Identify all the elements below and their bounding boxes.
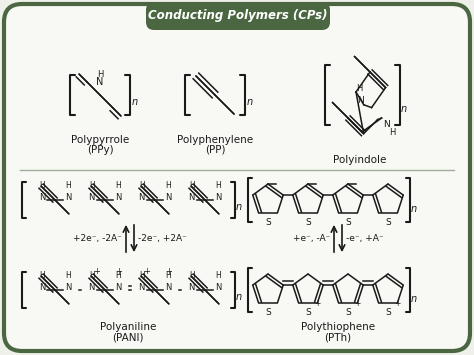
Text: N: N: [89, 193, 95, 202]
Text: N: N: [65, 284, 72, 293]
Text: S: S: [305, 308, 311, 317]
Text: +: +: [165, 267, 172, 276]
Text: -2e⁻, +2A⁻: -2e⁻, +2A⁻: [138, 234, 187, 243]
FancyBboxPatch shape: [146, 2, 330, 30]
FancyBboxPatch shape: [4, 4, 470, 351]
Text: Polyphenylene: Polyphenylene: [177, 135, 253, 145]
Text: H: H: [215, 181, 221, 190]
Text: S: S: [265, 218, 271, 227]
Text: S: S: [385, 218, 391, 227]
Text: Polythiophene: Polythiophene: [301, 322, 375, 332]
Text: N: N: [115, 284, 121, 293]
Text: Polyindole: Polyindole: [333, 155, 387, 165]
Text: n: n: [247, 97, 253, 107]
Text: -e⁻, +A⁻: -e⁻, +A⁻: [346, 234, 383, 243]
Text: N: N: [189, 193, 195, 202]
Text: N: N: [165, 284, 172, 293]
Text: (PPy): (PPy): [87, 145, 113, 155]
Text: H: H: [65, 271, 71, 280]
Text: H: H: [139, 181, 145, 190]
Text: N: N: [138, 284, 145, 293]
Text: S: S: [305, 218, 311, 227]
Text: (PANI): (PANI): [112, 332, 144, 342]
Text: H: H: [139, 271, 145, 280]
Text: (PTh): (PTh): [324, 332, 352, 342]
Text: H: H: [215, 271, 221, 280]
Text: n: n: [236, 292, 242, 302]
Text: +: +: [144, 267, 150, 276]
Text: N: N: [89, 284, 95, 293]
Text: S: S: [345, 308, 351, 317]
Text: +: +: [314, 300, 320, 308]
Text: Conducting Polymers (CPs): Conducting Polymers (CPs): [148, 10, 328, 22]
Text: n: n: [401, 104, 407, 114]
Text: n: n: [411, 204, 417, 214]
Text: H: H: [115, 181, 121, 190]
Text: +: +: [354, 300, 360, 308]
Text: N: N: [96, 77, 104, 87]
Text: +: +: [394, 300, 401, 308]
Text: N: N: [38, 193, 45, 202]
Text: H: H: [89, 181, 95, 190]
Text: N: N: [189, 284, 195, 293]
Text: N: N: [215, 284, 221, 293]
Text: (PP): (PP): [205, 145, 225, 155]
Text: H: H: [39, 181, 45, 190]
Text: Polypyrrole: Polypyrrole: [71, 135, 129, 145]
Text: S: S: [385, 308, 391, 317]
Text: N: N: [138, 193, 145, 202]
Text: H: H: [390, 128, 396, 137]
Text: +2e⁻, -2A⁻: +2e⁻, -2A⁻: [73, 234, 122, 243]
Text: N: N: [215, 193, 221, 202]
Text: N: N: [65, 193, 72, 202]
Text: N: N: [165, 193, 172, 202]
Text: H: H: [189, 271, 195, 280]
Text: N: N: [383, 120, 390, 129]
Text: H: H: [89, 271, 95, 280]
Text: S: S: [345, 218, 351, 227]
Text: H: H: [356, 84, 363, 93]
Text: H: H: [115, 271, 121, 280]
Text: Polyaniline: Polyaniline: [100, 322, 156, 332]
Text: H: H: [65, 181, 71, 190]
Text: S: S: [265, 308, 271, 317]
Text: H: H: [189, 181, 195, 190]
Text: N: N: [38, 284, 45, 293]
Text: +: +: [115, 267, 122, 276]
Text: n: n: [411, 294, 417, 304]
Text: N: N: [115, 193, 121, 202]
Text: H: H: [39, 271, 45, 280]
Text: n: n: [236, 202, 242, 212]
Text: +e⁻, -A⁻: +e⁻, -A⁻: [292, 234, 330, 243]
Text: H: H: [165, 271, 171, 280]
Text: +: +: [93, 267, 100, 276]
Text: H: H: [165, 181, 171, 190]
Text: N: N: [357, 96, 364, 105]
Text: n: n: [132, 97, 138, 107]
Text: H: H: [97, 70, 103, 79]
